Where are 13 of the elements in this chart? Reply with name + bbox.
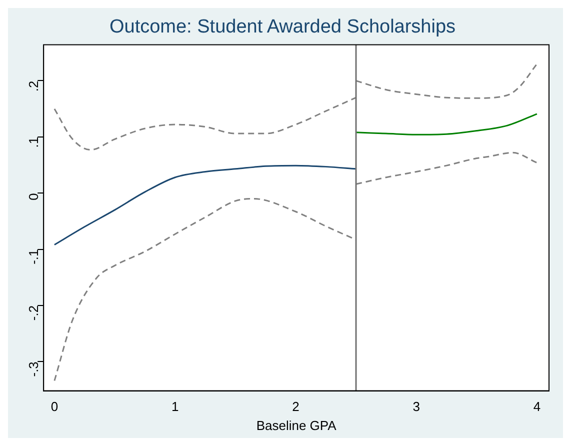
x-tick-label: 1 (171, 399, 179, 414)
x-tick-label: 2 (292, 399, 300, 414)
y-tick-label: .1 (26, 136, 42, 148)
y-tick-label: 0 (26, 193, 42, 200)
chart-title: Outcome: Student Awarded Scholarships (109, 16, 456, 38)
y-tick-label: -.1 (26, 249, 42, 264)
y-tick-label: -.3 (26, 362, 42, 377)
x-axis-title: Baseline GPA (256, 418, 337, 433)
x-tick-label: 0 (50, 399, 58, 414)
y-tick-label: -.2 (26, 305, 42, 321)
y-tick-label: .2 (26, 80, 42, 92)
x-tick-label: 4 (533, 399, 541, 414)
x-tick-label: 3 (412, 399, 420, 414)
